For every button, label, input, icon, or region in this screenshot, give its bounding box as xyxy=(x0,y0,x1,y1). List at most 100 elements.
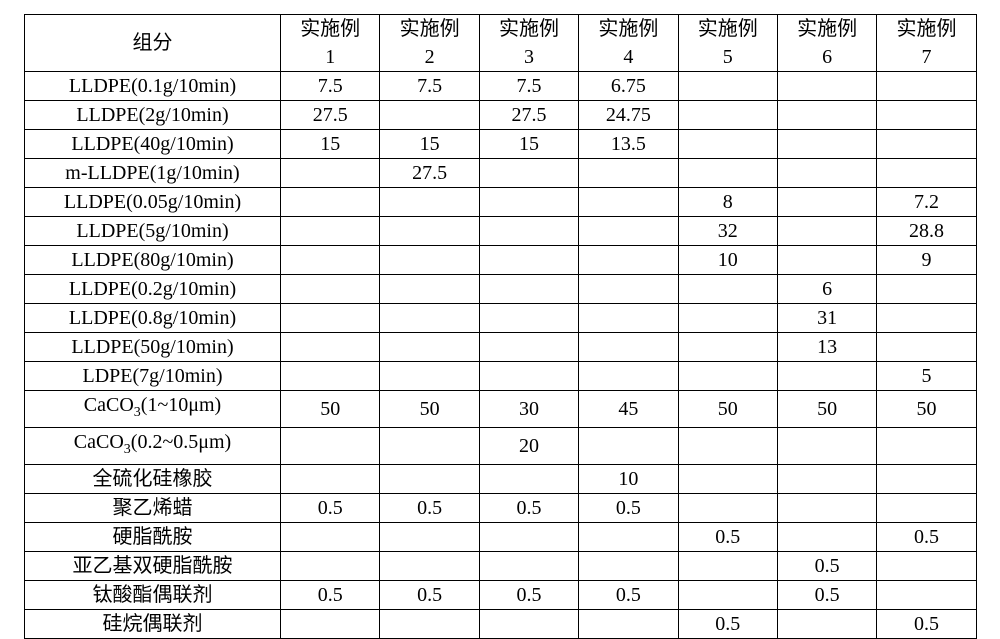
cell xyxy=(380,428,479,465)
cell xyxy=(777,523,876,552)
cell xyxy=(579,333,678,362)
cell xyxy=(479,362,578,391)
cell xyxy=(877,159,976,188)
cell: 9 xyxy=(877,246,976,275)
cell xyxy=(877,428,976,465)
cell xyxy=(678,159,777,188)
table-body: LLDPE(0.1g/10min)7.57.57.56.75LLDPE(2g/1… xyxy=(25,72,977,639)
row-label: LLDPE(0.05g/10min) xyxy=(25,188,281,217)
cell xyxy=(380,101,479,130)
row-label: LLDPE(2g/10min) xyxy=(25,101,281,130)
table-row: 聚乙烯蜡0.50.50.50.5 xyxy=(25,494,977,523)
table-row: 亚乙基双硬脂酰胺0.5 xyxy=(25,552,977,581)
cell xyxy=(877,101,976,130)
cell xyxy=(579,304,678,333)
table-row: LLDPE(0.2g/10min)6 xyxy=(25,275,977,304)
cell xyxy=(678,72,777,101)
cell xyxy=(281,552,380,581)
row-label: LLDPE(0.2g/10min) xyxy=(25,275,281,304)
cell: 32 xyxy=(678,217,777,246)
row-label: LLDPE(50g/10min) xyxy=(25,333,281,362)
cell xyxy=(281,304,380,333)
row-label: 全硫化硅橡胶 xyxy=(25,465,281,494)
cell xyxy=(479,333,578,362)
cell xyxy=(479,465,578,494)
cell xyxy=(777,494,876,523)
cell xyxy=(678,494,777,523)
composition-table: 组分 实施例 实施例 实施例 实施例 实施例 实施例 实施例 1 2 3 4 5… xyxy=(24,14,977,639)
cell xyxy=(479,552,578,581)
cell xyxy=(579,362,678,391)
table-row: LLDPE(5g/10min)3228.8 xyxy=(25,217,977,246)
cell: 0.5 xyxy=(877,610,976,639)
cell xyxy=(678,275,777,304)
cell xyxy=(777,610,876,639)
cell: 30 xyxy=(479,391,578,428)
row-label: LLDPE(40g/10min) xyxy=(25,130,281,159)
cell: 15 xyxy=(281,130,380,159)
table-row: m-LLDPE(1g/10min)27.5 xyxy=(25,159,977,188)
cell: 0.5 xyxy=(877,523,976,552)
cell: 15 xyxy=(380,130,479,159)
cell: 0.5 xyxy=(777,581,876,610)
table-row: CaCO3(1~10μm)50503045505050 xyxy=(25,391,977,428)
table-row: 全硫化硅橡胶10 xyxy=(25,465,977,494)
header-col-7-top: 实施例 xyxy=(877,15,976,44)
cell xyxy=(281,217,380,246)
row-label: 硅烷偶联剂 xyxy=(25,610,281,639)
cell xyxy=(678,552,777,581)
cell xyxy=(380,188,479,217)
cell xyxy=(777,101,876,130)
cell xyxy=(281,610,380,639)
cell xyxy=(678,465,777,494)
cell: 15 xyxy=(479,130,578,159)
cell xyxy=(777,130,876,159)
cell xyxy=(579,523,678,552)
cell xyxy=(479,275,578,304)
cell: 0.5 xyxy=(678,523,777,552)
cell: 0.5 xyxy=(579,494,678,523)
cell: 50 xyxy=(678,391,777,428)
cell: 27.5 xyxy=(380,159,479,188)
cell xyxy=(877,333,976,362)
header-col-2-num: 2 xyxy=(380,43,479,72)
cell xyxy=(678,362,777,391)
cell: 0.5 xyxy=(281,581,380,610)
cell xyxy=(479,304,578,333)
cell: 50 xyxy=(877,391,976,428)
table-row: LLDPE(0.1g/10min)7.57.57.56.75 xyxy=(25,72,977,101)
cell xyxy=(777,188,876,217)
header-col-4-num: 4 xyxy=(579,43,678,72)
cell: 0.5 xyxy=(579,581,678,610)
row-label: 钛酸酯偶联剂 xyxy=(25,581,281,610)
row-label: 硬脂酰胺 xyxy=(25,523,281,552)
cell: 0.5 xyxy=(380,494,479,523)
cell xyxy=(579,275,678,304)
cell xyxy=(777,217,876,246)
cell xyxy=(380,362,479,391)
cell xyxy=(380,246,479,275)
cell xyxy=(678,428,777,465)
cell: 0.5 xyxy=(380,581,479,610)
table-row: LLDPE(80g/10min)109 xyxy=(25,246,977,275)
table-header: 组分 实施例 实施例 实施例 实施例 实施例 实施例 实施例 1 2 3 4 5… xyxy=(25,15,977,72)
cell: 20 xyxy=(479,428,578,465)
cell xyxy=(281,159,380,188)
cell: 50 xyxy=(281,391,380,428)
cell: 50 xyxy=(380,391,479,428)
cell xyxy=(380,304,479,333)
cell xyxy=(579,552,678,581)
cell xyxy=(678,304,777,333)
cell: 7.5 xyxy=(479,72,578,101)
header-col-4-top: 实施例 xyxy=(579,15,678,44)
cell xyxy=(380,552,479,581)
header-col-6-num: 6 xyxy=(777,43,876,72)
cell xyxy=(479,246,578,275)
cell xyxy=(281,275,380,304)
cell xyxy=(877,494,976,523)
header-col-3-top: 实施例 xyxy=(479,15,578,44)
row-label: LLDPE(0.8g/10min) xyxy=(25,304,281,333)
cell xyxy=(479,523,578,552)
cell: 0.5 xyxy=(678,610,777,639)
cell: 7.5 xyxy=(281,72,380,101)
